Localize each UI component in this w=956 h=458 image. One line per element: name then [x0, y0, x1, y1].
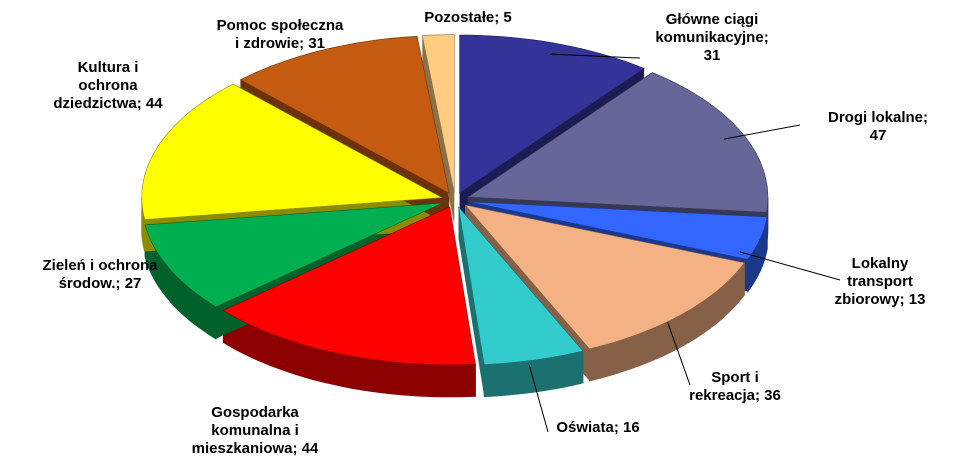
leader-line	[550, 53, 641, 59]
slice	[222, 206, 476, 366]
data-label: Oświata; 16	[556, 419, 639, 436]
slice	[459, 34, 645, 194]
slice	[464, 204, 745, 350]
slice	[239, 35, 450, 194]
data-label: Lokalny transport zbiorowy; 13	[835, 255, 926, 308]
data-label: Drogi lokalne; 47	[828, 109, 928, 144]
slice-wall	[422, 35, 455, 225]
data-label: Sport i rekreacja; 36	[689, 369, 781, 404]
data-label: Kultura i ochrona dziedzictwa; 44	[53, 59, 163, 112]
data-label: Gospodarka komunalna i mieszkaniowa; 44	[192, 404, 319, 457]
data-label: Zieleń i ochrona środow.; 27	[42, 257, 158, 292]
leader-line	[724, 124, 801, 140]
data-label: Główne ciągi komunikacyjne; 31	[655, 11, 768, 64]
slice	[141, 83, 443, 220]
slice-wall	[458, 207, 485, 397]
slice	[144, 202, 443, 308]
slice	[458, 206, 584, 365]
slice	[421, 34, 455, 193]
slice	[466, 72, 769, 213]
data-label: Pozostałe; 5	[424, 9, 512, 26]
data-label: Pomoc społeczna i zdrowie; 31	[217, 17, 344, 52]
leader-line	[739, 251, 841, 281]
leader-line	[528, 365, 549, 433]
leader-line	[667, 322, 691, 386]
slice	[468, 201, 768, 260]
